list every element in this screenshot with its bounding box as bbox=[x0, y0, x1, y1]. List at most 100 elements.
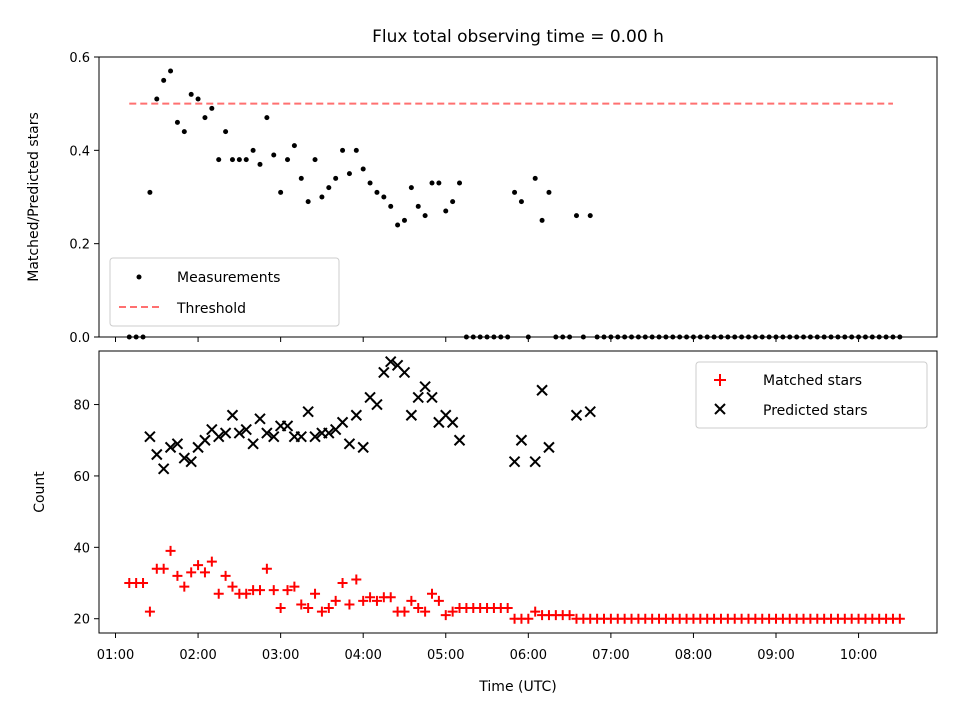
predicted-star-point bbox=[281, 420, 294, 432]
matched-star-point bbox=[564, 610, 575, 621]
predicted-star-point bbox=[226, 409, 239, 421]
predicted-star-point bbox=[268, 430, 280, 443]
bottom-x-tick-label: 01:00 bbox=[97, 648, 134, 663]
measurement-point bbox=[388, 203, 394, 209]
measurement-point bbox=[154, 96, 160, 102]
measurement-point bbox=[512, 189, 518, 195]
top-y-tick-label: 0.4 bbox=[69, 144, 90, 159]
predicted-star-point bbox=[213, 430, 225, 443]
measurement-point bbox=[395, 222, 401, 228]
predicted-star-point bbox=[350, 409, 363, 421]
predicted-star-point bbox=[233, 427, 246, 439]
measurement-point bbox=[223, 129, 229, 135]
bottom-x-axis-label: Time (UTC) bbox=[478, 679, 556, 695]
matched-star-point bbox=[399, 606, 410, 617]
matched-star-point bbox=[344, 599, 355, 610]
measurement-point bbox=[188, 91, 194, 97]
matched-star-point bbox=[316, 606, 327, 617]
bottom-x-tick-label: 05:00 bbox=[427, 648, 464, 663]
matched-star-point bbox=[358, 595, 369, 606]
predicted-star-point bbox=[453, 434, 466, 446]
measurement-point bbox=[457, 180, 463, 186]
matched-star-point bbox=[186, 567, 197, 578]
predicted-star-point bbox=[543, 441, 555, 454]
bottom-x-ticks: 01:00 02:00 03:00 04:00 05:00 06:00 07:00 08:00… bbox=[97, 633, 877, 663]
predicted-star-point bbox=[378, 366, 390, 379]
bottom-x-tick-label: 03:00 bbox=[262, 648, 299, 663]
measurement-point bbox=[285, 157, 291, 163]
measurement-point bbox=[422, 213, 428, 219]
matched-star-point bbox=[158, 563, 169, 574]
predicted-star-point bbox=[302, 405, 314, 418]
predicted-star-point bbox=[247, 438, 259, 450]
matched-star-point bbox=[371, 595, 382, 606]
predicted-star-point bbox=[240, 423, 252, 436]
predicted-star-point bbox=[385, 356, 397, 368]
matched-star-point bbox=[289, 581, 300, 592]
legend-predicted-label: Predicted stars bbox=[763, 403, 868, 419]
matched-star-point bbox=[413, 603, 424, 614]
matched-star-point bbox=[310, 588, 321, 599]
matched-star-point bbox=[502, 603, 513, 614]
measurement-point bbox=[271, 152, 277, 158]
top-x-ticks bbox=[115, 337, 860, 342]
measurement-point bbox=[443, 208, 449, 214]
matched-star-point bbox=[385, 592, 396, 603]
matched-star-point bbox=[433, 595, 444, 606]
predicted-star-point bbox=[426, 391, 438, 404]
predicted-star-point bbox=[446, 416, 459, 429]
bottom-x-tick-label: 08:00 bbox=[675, 648, 712, 663]
measurement-point bbox=[319, 194, 325, 200]
measurement-point bbox=[353, 147, 359, 153]
bottom-y-tick-label: 80 bbox=[73, 399, 90, 414]
top-y-axis-label: Matched/Predicted stars bbox=[26, 112, 42, 282]
measurement-point bbox=[436, 180, 442, 186]
matched-star-point bbox=[894, 613, 905, 624]
matched-star-point bbox=[268, 585, 279, 596]
predicted-star-point bbox=[398, 366, 411, 379]
measurement-point bbox=[168, 68, 174, 74]
bottom-x-tick-label: 09:00 bbox=[757, 648, 794, 663]
measurement-point bbox=[415, 203, 421, 209]
predicted-star-point bbox=[219, 427, 232, 439]
bottom-x-tick-label: 07:00 bbox=[592, 648, 629, 663]
measurement-point bbox=[209, 105, 215, 111]
measurement-point bbox=[264, 115, 270, 121]
predicted-star-point bbox=[144, 430, 156, 443]
matched-star-point bbox=[254, 585, 265, 596]
legend-threshold-label: Threshold bbox=[176, 301, 246, 317]
bottom-y-tick-label: 20 bbox=[73, 613, 90, 628]
measurement-point bbox=[408, 185, 414, 191]
top-plot-marks bbox=[126, 68, 903, 340]
measurement-point bbox=[236, 157, 242, 163]
predicted-star-point bbox=[371, 398, 383, 411]
matched-star-point bbox=[530, 606, 541, 617]
measurement-point bbox=[257, 161, 263, 167]
predicted-star-point bbox=[508, 455, 521, 468]
measurement-point bbox=[374, 189, 380, 195]
bottom-plot-marks bbox=[124, 356, 905, 624]
measurement-point bbox=[243, 157, 249, 163]
predicted-star-point bbox=[171, 438, 184, 450]
matched-star-point bbox=[523, 613, 534, 624]
top-y-ticks: 0.0 0.2 0.4 0.6 bbox=[69, 51, 99, 346]
bottom-y-ticks: 20 40 60 80 bbox=[73, 399, 99, 628]
predicted-star-point bbox=[185, 455, 197, 468]
matched-star-point bbox=[330, 595, 341, 606]
predicted-star-point bbox=[357, 441, 369, 454]
predicted-star-point bbox=[412, 391, 424, 404]
predicted-star-point bbox=[254, 413, 266, 425]
top-legend-box bbox=[109, 257, 340, 327]
predicted-star-point bbox=[261, 427, 273, 439]
measurement-point bbox=[298, 175, 304, 181]
predicted-star-point bbox=[536, 384, 548, 396]
measurement-point bbox=[305, 199, 311, 205]
chart-title: Flux total observing time = 0.00 h bbox=[372, 27, 664, 47]
legend-predicted-marker bbox=[714, 403, 726, 415]
predicted-star-point bbox=[151, 448, 163, 461]
bottom-y-tick-label: 40 bbox=[73, 541, 90, 556]
measurement-point bbox=[587, 213, 593, 219]
legend-measurements-marker bbox=[136, 274, 142, 280]
